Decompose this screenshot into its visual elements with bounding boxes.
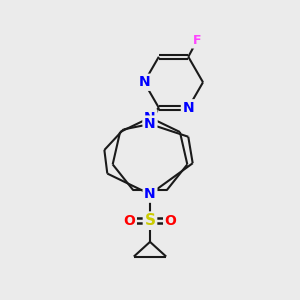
Text: N: N [144, 111, 156, 124]
Text: N: N [144, 117, 156, 131]
Text: N: N [138, 75, 150, 89]
Text: O: O [124, 214, 135, 228]
Text: N: N [144, 187, 156, 201]
Text: S: S [145, 213, 155, 228]
Text: F: F [193, 34, 201, 47]
Text: O: O [165, 214, 176, 228]
Text: N: N [182, 101, 194, 115]
